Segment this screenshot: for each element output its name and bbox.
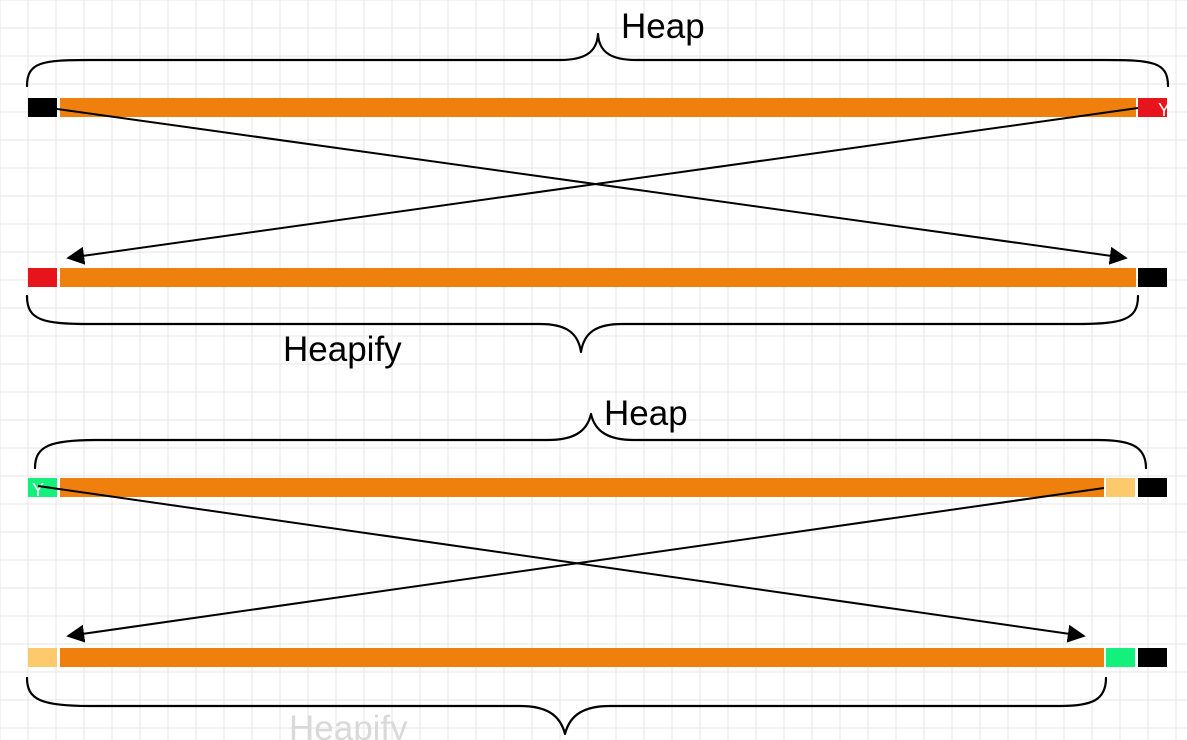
heap-label-2: Heap: [604, 394, 688, 433]
new-root-element: [28, 648, 57, 667]
array-row-1-before: Y: [28, 98, 1170, 120]
swap-arrow-root-to-end: [37, 485, 1086, 643]
section-2: Heap Y Heapify: [25, 394, 1167, 740]
swap-arrow-root-to-end: [49, 107, 1128, 265]
array-row-2-before: Y: [28, 478, 1167, 500]
swap-arrow-end-to-root: [66, 107, 1139, 265]
heap-brace-2: [33, 412, 1148, 470]
sorted-element: [1138, 478, 1167, 497]
new-root-element: [28, 268, 57, 287]
heap-body: [60, 268, 1136, 287]
root-element-marker: Y: [32, 480, 44, 500]
sorted-element: [1106, 648, 1135, 667]
section-1: Heap Y Heapify: [25, 7, 1170, 369]
sorted-max-element: [1138, 268, 1167, 287]
last-heap-element: [1106, 478, 1135, 497]
last-element-marker: Y: [1158, 100, 1170, 120]
heap-body: [60, 98, 1136, 117]
heap-label-1: Heap: [621, 7, 705, 46]
heapify-label-2: Heapify: [289, 709, 408, 740]
array-row-1-after: [28, 268, 1167, 287]
heapify-label-1: Heapify: [283, 330, 402, 369]
swap-arrow-end-to-root: [66, 487, 1105, 643]
heap-body: [60, 648, 1104, 667]
root-element: [28, 98, 57, 117]
heap-body: [60, 478, 1104, 497]
heap-brace-1: [25, 32, 1170, 88]
array-row-2-after: [28, 648, 1167, 667]
heapify-brace-1: [25, 294, 1140, 354]
last-element: [1138, 98, 1167, 117]
sorted-max-element: [1138, 648, 1167, 667]
heapify-brace-2: [25, 676, 1108, 736]
